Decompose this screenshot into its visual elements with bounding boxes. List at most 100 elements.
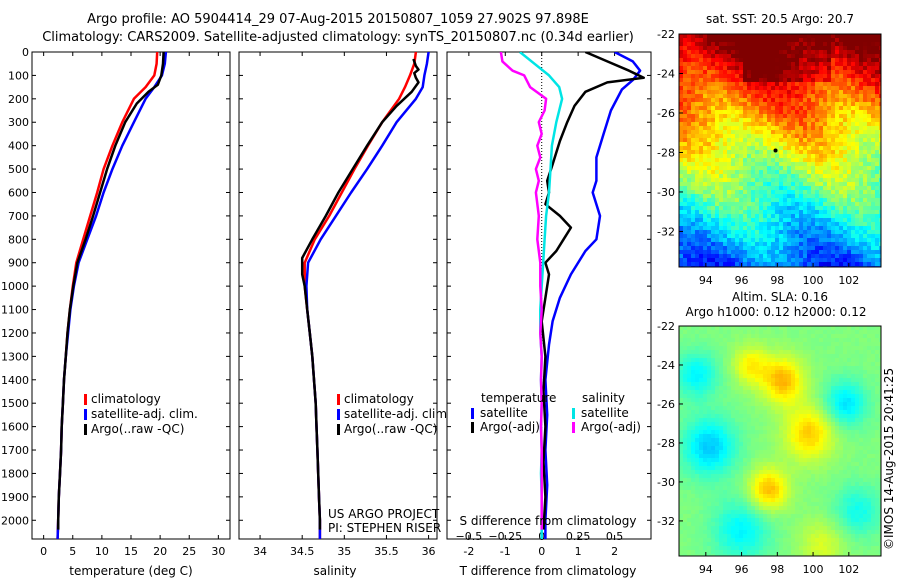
sst-cell <box>727 102 731 106</box>
sla-cell <box>847 350 851 354</box>
sst-cell <box>775 246 779 250</box>
sla-cell <box>839 354 843 358</box>
sst-cell <box>715 138 719 142</box>
sst-cell <box>767 230 771 234</box>
sla-cell <box>711 378 715 382</box>
sst-cell <box>719 134 723 138</box>
sst-cell <box>811 230 815 234</box>
sst-cell <box>823 46 827 50</box>
sst-cell <box>747 178 751 182</box>
sla-cell <box>839 338 843 342</box>
sst-cell <box>691 246 695 250</box>
sla-cell <box>827 414 831 418</box>
sla-cell <box>703 442 707 446</box>
sst-cell <box>767 70 771 74</box>
sla-cell <box>827 442 831 446</box>
sla-cell <box>727 438 731 442</box>
sla-cell <box>695 446 699 450</box>
sla-cell <box>763 382 767 386</box>
sla-cell <box>811 446 815 450</box>
sla-cell <box>731 406 735 410</box>
sst-cell <box>831 166 835 170</box>
sst-cell <box>699 94 703 98</box>
sst-cell <box>867 98 871 102</box>
sst-cell <box>759 138 763 142</box>
sst-cell <box>735 118 739 122</box>
sla-cell <box>867 326 871 330</box>
sla-cell <box>711 390 715 394</box>
sst-cell <box>787 178 791 182</box>
sla-cell <box>807 374 811 378</box>
sst-cell <box>863 202 867 206</box>
sla-cell <box>787 350 791 354</box>
sst-cell <box>715 214 719 218</box>
sla-cell <box>839 362 843 366</box>
sla-cell <box>763 402 767 406</box>
sst-cell <box>695 238 699 242</box>
sla-cell <box>743 390 747 394</box>
sla-cell <box>751 422 755 426</box>
sst-cell <box>763 230 767 234</box>
sst-cell <box>839 250 843 254</box>
sst-cell <box>679 142 683 146</box>
sst-cell <box>759 126 763 130</box>
sst-cell <box>711 206 715 210</box>
sst-cell <box>859 202 863 206</box>
sst-cell <box>819 70 823 74</box>
sst-cell <box>831 234 835 238</box>
sla-cell <box>683 398 687 402</box>
sla-cell <box>787 402 791 406</box>
sst-cell <box>871 58 875 62</box>
sst-cell <box>699 106 703 110</box>
sla-cell <box>691 350 695 354</box>
sst-cell <box>855 70 859 74</box>
sla-cell <box>755 354 759 358</box>
sst-cell <box>695 210 699 214</box>
sst-cell <box>795 226 799 230</box>
sst-cell <box>763 250 767 254</box>
sst-cell <box>811 206 815 210</box>
sst-cell <box>811 242 815 246</box>
sst-cell <box>859 230 863 234</box>
sst-cell <box>783 142 787 146</box>
sst-cell <box>759 78 763 82</box>
sla-cell <box>683 386 687 390</box>
sla-cell <box>775 402 779 406</box>
sst-cell <box>835 178 839 182</box>
sst-cell <box>807 258 811 262</box>
sst-cell <box>687 142 691 146</box>
sla-cell <box>707 434 711 438</box>
sst-cell <box>763 54 767 58</box>
sst-cell <box>859 198 863 202</box>
y-tick-label: 1200 <box>1 327 29 340</box>
map-x-tick-label: 98 <box>770 274 784 287</box>
sst-cell <box>855 146 859 150</box>
sla-cell <box>711 386 715 390</box>
sst-cell <box>763 114 767 118</box>
sst-cell <box>687 98 691 102</box>
sst-cell <box>743 54 747 58</box>
sst-cell <box>875 182 879 186</box>
sla-cell <box>879 378 881 382</box>
sst-cell <box>811 94 815 98</box>
sst-cell <box>879 98 881 102</box>
sla-cell <box>867 402 871 406</box>
sst-cell <box>855 94 859 98</box>
sla-cell <box>807 426 811 430</box>
sst-cell <box>775 58 779 62</box>
sst-cell <box>795 162 799 166</box>
sla-cell <box>679 410 683 414</box>
sla-cell <box>683 330 687 334</box>
sst-cell <box>819 62 823 66</box>
sst-cell <box>711 142 715 146</box>
sst-cell <box>691 258 695 262</box>
sla-cell <box>699 358 703 362</box>
sla-cell <box>791 334 795 338</box>
sla-cell <box>735 342 739 346</box>
sla-cell <box>871 330 875 334</box>
sst-cell <box>879 54 881 58</box>
sst-cell <box>867 122 871 126</box>
sst-cell <box>779 66 783 70</box>
sst-cell <box>863 218 867 222</box>
sla-cell <box>695 450 699 454</box>
